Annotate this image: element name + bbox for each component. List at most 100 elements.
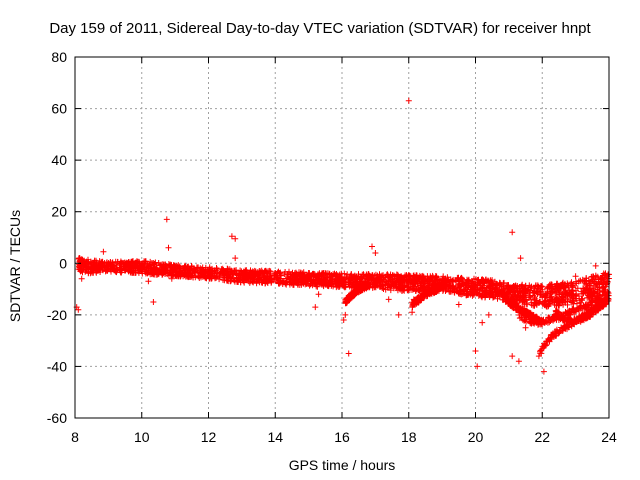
data-point <box>171 262 178 269</box>
data-point <box>505 282 512 289</box>
data-point <box>426 278 433 285</box>
data-point <box>544 291 550 298</box>
data-point <box>249 278 256 285</box>
data-point <box>142 258 149 265</box>
data-point <box>340 277 347 283</box>
data-point <box>543 338 550 345</box>
data-point <box>564 298 571 305</box>
data-point <box>159 271 166 278</box>
data-point <box>120 260 127 267</box>
data-point-outlier <box>315 291 322 298</box>
data-point <box>519 295 525 302</box>
data-point <box>442 279 449 286</box>
data-point <box>560 279 566 286</box>
data-point <box>555 302 562 309</box>
data-point <box>588 309 594 316</box>
data-point <box>509 302 516 309</box>
data-point <box>548 331 555 338</box>
y-tick-label: -60 <box>47 410 67 426</box>
y-tick-label: 60 <box>51 101 67 117</box>
data-point <box>359 282 366 289</box>
data-point <box>553 294 560 301</box>
data-point <box>357 276 364 283</box>
data-point <box>276 280 283 287</box>
data-point <box>377 279 383 286</box>
y-tick-label: 20 <box>51 204 67 220</box>
data-point <box>528 296 534 303</box>
data-point <box>343 275 350 282</box>
data-point <box>233 272 240 278</box>
data-point <box>195 268 202 275</box>
data-point <box>121 267 128 274</box>
data-point <box>310 273 317 279</box>
data-point-outlier <box>472 348 479 354</box>
data-point <box>601 276 608 283</box>
data-point <box>546 319 553 326</box>
data-point-outlier <box>592 262 599 269</box>
data-point <box>602 292 609 299</box>
grid-lines <box>75 57 609 418</box>
data-point <box>109 265 116 272</box>
data-point-outlier <box>232 255 239 262</box>
data-point <box>326 271 333 278</box>
data-point <box>110 262 117 269</box>
data-point <box>96 267 103 273</box>
data-point <box>592 297 599 304</box>
data-point <box>177 273 184 280</box>
data-point <box>506 298 513 304</box>
data-point <box>382 286 389 293</box>
data-point <box>248 269 255 276</box>
data-point <box>229 271 236 278</box>
data-point <box>455 288 462 295</box>
data-point-outlier <box>405 97 412 104</box>
data-point-outlier <box>410 296 417 303</box>
data-point <box>537 291 544 298</box>
data-point <box>277 272 284 279</box>
data-point <box>419 274 426 280</box>
data-point <box>206 266 213 273</box>
data-point <box>78 258 85 265</box>
data-point <box>547 318 554 324</box>
data-point <box>445 276 452 283</box>
data-point <box>268 277 274 284</box>
data-point <box>448 288 455 295</box>
data-point <box>596 284 603 291</box>
y-tick-label: -40 <box>47 358 67 374</box>
data-point <box>532 282 539 289</box>
data-point <box>492 285 499 292</box>
data-point <box>107 259 114 265</box>
y-tick-label: 40 <box>51 152 67 168</box>
data-point <box>573 280 580 287</box>
data-point <box>374 282 381 289</box>
data-point <box>568 292 575 299</box>
data-point <box>446 282 453 289</box>
data-point <box>247 270 254 277</box>
data-point <box>239 275 246 282</box>
data-point <box>480 277 487 284</box>
data-point <box>519 307 526 314</box>
data-point <box>499 290 506 297</box>
data-point-outlier <box>150 299 157 305</box>
data-point-outlier <box>572 273 579 280</box>
data-point-outlier <box>479 319 486 326</box>
data-point <box>132 259 139 266</box>
data-point <box>138 260 145 267</box>
data-point-outlier <box>455 301 462 308</box>
data-point <box>233 277 240 284</box>
data-point <box>357 285 364 291</box>
data-point <box>198 270 205 277</box>
data-point <box>574 316 581 322</box>
data-point <box>263 276 270 283</box>
data-point-outlier <box>145 278 152 285</box>
axis-ticks: 8 10 12 14 16 18 20 22 24 -60 -40 -20 0 20 40 60 80 <box>47 49 617 445</box>
data-point <box>131 262 138 269</box>
data-point <box>349 292 356 299</box>
data-point <box>490 294 496 301</box>
x-tick-label: 12 <box>201 429 217 445</box>
data-point <box>196 275 203 281</box>
data-point <box>398 282 405 289</box>
data-point <box>527 293 534 299</box>
data-point <box>571 321 578 328</box>
data-point <box>213 272 220 279</box>
